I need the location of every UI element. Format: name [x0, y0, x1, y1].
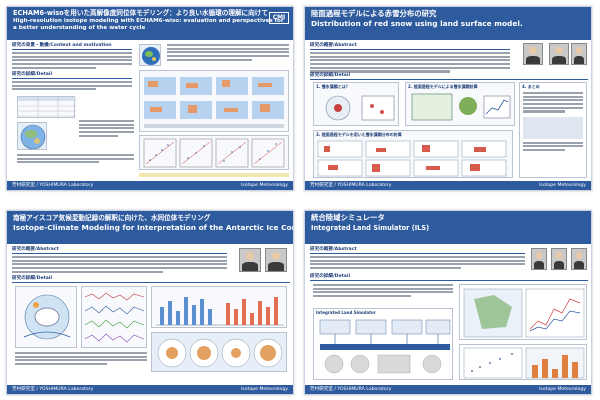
figure-panel: 2. 陸面過程モデルによる雪氷藻類計算 — [405, 82, 515, 126]
researcher-photo — [523, 43, 543, 65]
section-heading: 研究の詳細/Detail — [310, 73, 588, 80]
section-heading: 研究の詳細/Detail — [310, 274, 588, 281]
researcher-photo — [571, 248, 587, 270]
group-name: Isotope Meteorology — [241, 387, 288, 392]
timeseries-figure — [81, 286, 147, 348]
result-plot-figure — [459, 344, 587, 380]
poster-title-en: Distribution of red snow using land surf… — [311, 19, 523, 28]
section-heading: 研究の背景・動機/Context and motivation — [12, 43, 132, 50]
poster-title-en: High-resolution isotope modeling with EC… — [13, 17, 284, 31]
group-name: Isotope Meteorology — [539, 387, 586, 392]
poster-footer: 芳村研究室 / YOSHIMURA Laboratory Isotope Met… — [305, 181, 591, 190]
logo-icon: CMI — [269, 12, 289, 24]
schematic-figure — [15, 286, 77, 348]
researcher-photo — [265, 248, 287, 272]
lab-name: 芳村研究室 / YOSHIMURA Laboratory — [310, 387, 392, 392]
ils-diagram: Integrated Land Simulator — [313, 308, 453, 380]
poster-title-en: Integrated Land Simulator (ILS) — [311, 224, 430, 232]
scatter-plots-figure — [139, 135, 289, 170]
lab-name: 芳村研究室 / YOSHIMURA Laboratory — [12, 387, 94, 392]
poster-title-ja: 統合陸域シミュレータ — [311, 213, 385, 222]
poster-title-ja: 南極アイスコア気候変動記録の解釈に向けた、水同位体モデリング — [13, 214, 211, 222]
poster-footer: 芳村研究室 / YOSHIMURA Laboratory Isotope Met… — [7, 385, 293, 394]
section-heading: 研究の詳細/Detail — [12, 276, 290, 283]
researcher-photo — [551, 248, 567, 270]
figure-label: 4. まとめ — [522, 84, 540, 89]
map-figure — [459, 284, 587, 340]
poster-footer: 芳村研究室 / YOSHIMURA Laboratory Isotope Met… — [7, 181, 293, 190]
poster-body: 研究の概要/Abstract 研究の詳細/Detail — [7, 244, 293, 387]
globe-figure — [17, 122, 47, 150]
bar-charts-figure — [151, 286, 287, 328]
poster-header: 南極アイスコア気候変動記録の解釈に向けた、水同位体モデリング Isotope-C… — [7, 211, 293, 244]
summary-panel: 4. まとめ — [519, 82, 587, 178]
figure-label: Integrated Land Simulator — [316, 310, 376, 315]
poster-body: 研究の概要/Abstract 研究の詳細/Detail Integrated L… — [305, 244, 591, 387]
researcher-photo — [239, 248, 261, 272]
figure-label: 3. 陸面過程モデルを用いた雪氷藻類分布の計算 — [316, 132, 402, 137]
section-heading: 研究の詳細/Detail — [12, 72, 132, 79]
figure-label: 1. 雪氷藻類とは？ — [316, 84, 350, 89]
lab-name: 芳村研究室 / YOSHIMURA Laboratory — [12, 183, 94, 188]
poster-title-en: Isotope-Climate Modeling for Interpretat… — [13, 223, 294, 232]
lab-name: 芳村研究室 / YOSHIMURA Laboratory — [310, 183, 392, 188]
group-name: Isotope Meteorology — [539, 183, 586, 188]
group-name: Isotope Meteorology — [241, 183, 288, 188]
poster-title-ja: 陸面過程モデルによる赤雪分布の研究 — [311, 9, 437, 18]
data-table — [17, 96, 76, 119]
poster-body: 研究の背景・動機/Context and motivation 研究の詳細/De… — [7, 40, 293, 183]
poster-title-ja: ECHAM6-wisoを用いた高解像度同位体モデリング：より良い水循環の理解に向… — [13, 9, 268, 17]
researcher-photo — [571, 43, 587, 65]
isotope-maps-figure — [139, 70, 289, 132]
poster-body: 研究の概要/Abstract 研究の詳細/Detail 1. 雪氷藻類とは？ 2… — [305, 40, 591, 183]
poster-integrated-land-simulator: 統合陸域シミュレータ Integrated Land Simulator (IL… — [304, 210, 592, 395]
figure-label: 2. 陸面過程モデルによる雪氷藻類計算 — [408, 84, 478, 89]
researcher-photo — [531, 248, 547, 270]
poster-header: 統合陸域シミュレータ Integrated Land Simulator (IL… — [305, 211, 591, 244]
poster-footer: 芳村研究室 / YOSHIMURA Laboratory Isotope Met… — [305, 385, 591, 394]
poster-red-snow: 陸面過程モデルによる赤雪分布の研究 Distribution of red sn… — [304, 6, 592, 191]
researcher-photo — [549, 43, 569, 65]
section-heading: 研究の概要/Abstract — [310, 247, 525, 254]
figure-panel: 1. 雪氷藻類とは？ — [313, 82, 399, 126]
poster-header: ECHAM6-wisoを用いた高解像度同位体モデリング：より良い水循環の理解に向… — [7, 7, 293, 40]
poster-antarctic-ice-cores: 南極アイスコア気候変動記録の解釈に向けた、水同位体モデリング Isotope-C… — [6, 210, 294, 395]
poster-header: 陸面過程モデルによる赤雪分布の研究 Distribution of red sn… — [305, 7, 591, 40]
section-heading: 研究の概要/Abstract — [12, 247, 227, 254]
figure-panel: 3. 陸面過程モデルを用いた雪氷藻類分布の計算 — [313, 130, 513, 178]
highlight-note — [139, 173, 289, 177]
section-heading: 研究の概要/Abstract — [310, 43, 510, 50]
globe-icon — [139, 44, 161, 66]
maps-figure — [151, 332, 287, 372]
poster-echam6-wiso: ECHAM6-wisoを用いた高解像度同位体モデリング：より良い水循環の理解に向… — [6, 6, 294, 191]
